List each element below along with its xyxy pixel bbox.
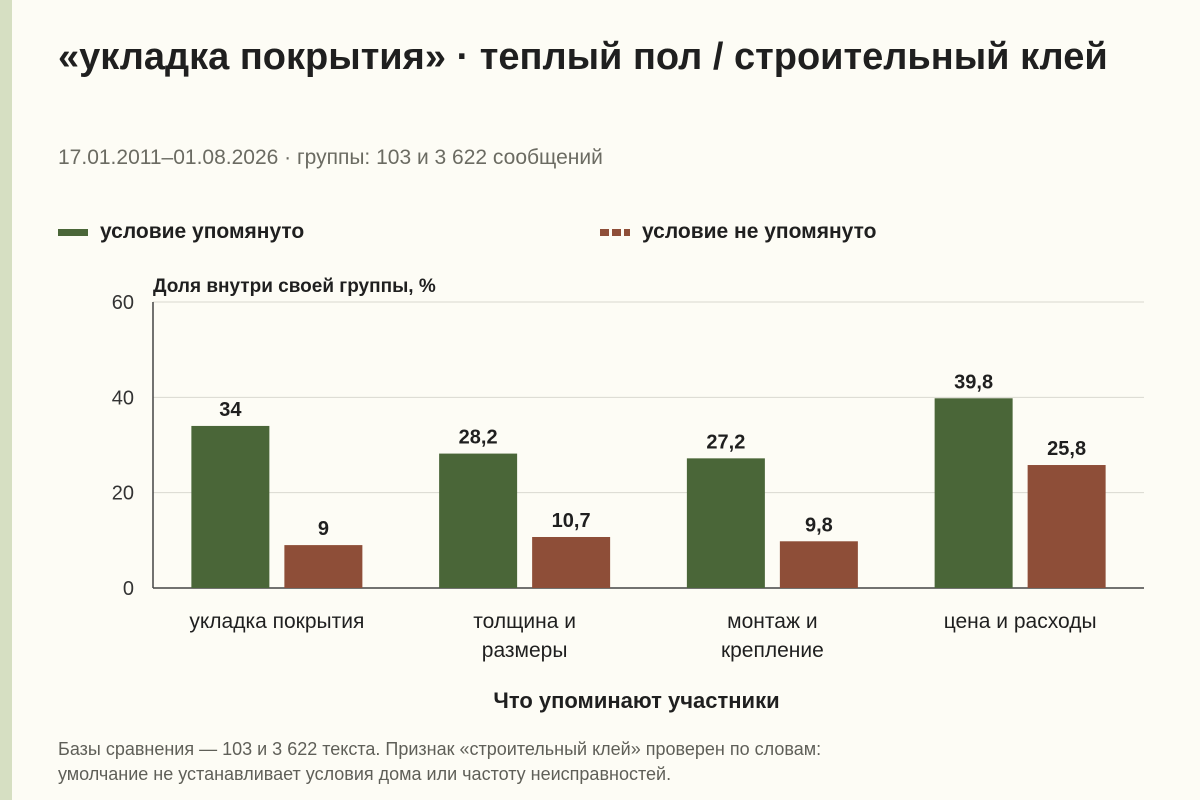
legend-label-mentioned: условие упомянуто	[100, 220, 305, 243]
x-tick-label: укладка покрытия	[189, 610, 364, 633]
x-tick-label: цена и расходы	[944, 610, 1097, 633]
bar-mentioned	[686, 458, 765, 588]
x-axis-label: Что упоминают участники	[493, 688, 779, 713]
x-tick-label: толщина и	[473, 610, 576, 633]
bar-chart: 0 20 40 60 Доля внутри своей группы, % 34 9 укл…	[112, 276, 1144, 713]
chart-subtitle: 17.01.2011–01.08.2026 · группы: 103 и 3 …	[58, 146, 603, 169]
bar-not-mentioned	[1027, 465, 1106, 588]
y-tick-label: 40	[112, 387, 134, 409]
chart-title: «укладка покрытия» · теплый пол / строит…	[58, 36, 1108, 78]
legend-item-not-mentioned: условие не упомянуто	[600, 220, 876, 244]
bar-not-mentioned	[284, 545, 363, 588]
footnote: Базы сравнения — 103 и 3 622 текста. При…	[58, 737, 1158, 787]
footnote-line-2: умолчание не устанавливает условия дома …	[58, 764, 672, 784]
left-accent-bar	[0, 0, 12, 800]
legend-swatch-not-mentioned	[600, 228, 630, 236]
y-tick-label: 0	[123, 578, 134, 600]
bar-not-mentioned	[779, 541, 858, 588]
bar-value-label: 34	[219, 399, 242, 421]
y-tick-label: 20	[112, 483, 134, 505]
legend-item-mentioned: условие упомянуто	[58, 220, 304, 244]
bar-value-label: 28,2	[459, 427, 498, 449]
y-axis-label: Доля внутри своей группы, %	[153, 276, 436, 297]
bar-mentioned	[934, 398, 1013, 588]
x-tick-label: монтаж и	[727, 610, 817, 633]
bar-mentioned	[439, 453, 518, 588]
bar-value-label: 27,2	[706, 431, 745, 453]
legend-swatch-mentioned	[58, 228, 88, 236]
bar-not-mentioned	[532, 536, 611, 588]
bar-value-label: 9,8	[805, 514, 833, 536]
bar-value-label: 9	[318, 518, 329, 540]
legend-label-not-mentioned: условие не упомянуто	[642, 220, 877, 243]
x-tick-label: размеры	[482, 639, 568, 662]
bar-value-label: 25,8	[1047, 438, 1086, 460]
y-tick-label: 60	[112, 292, 134, 314]
x-tick-label: крепление	[721, 639, 824, 662]
bar-value-label: 10,7	[552, 510, 591, 532]
bar-value-label: 39,8	[954, 371, 993, 393]
bar-mentioned	[191, 425, 270, 588]
footnote-line-1: Базы сравнения — 103 и 3 622 текста. При…	[58, 739, 822, 759]
